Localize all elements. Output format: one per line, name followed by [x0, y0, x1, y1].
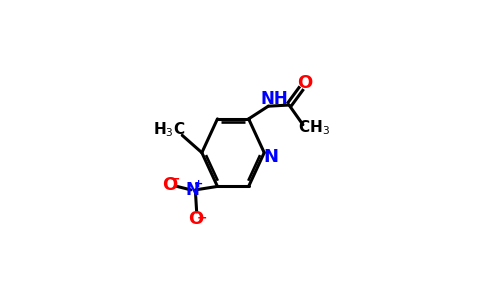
Text: −: −	[197, 211, 207, 224]
Text: O: O	[188, 210, 204, 228]
Text: H$_3$C: H$_3$C	[153, 120, 186, 139]
Text: N: N	[263, 148, 278, 166]
Text: CH$_3$: CH$_3$	[299, 118, 331, 137]
Text: N: N	[186, 181, 200, 199]
Text: O: O	[298, 74, 313, 92]
Text: −: −	[169, 172, 180, 185]
Text: NH: NH	[260, 90, 288, 108]
Text: +: +	[194, 179, 203, 189]
Text: O: O	[163, 176, 178, 194]
